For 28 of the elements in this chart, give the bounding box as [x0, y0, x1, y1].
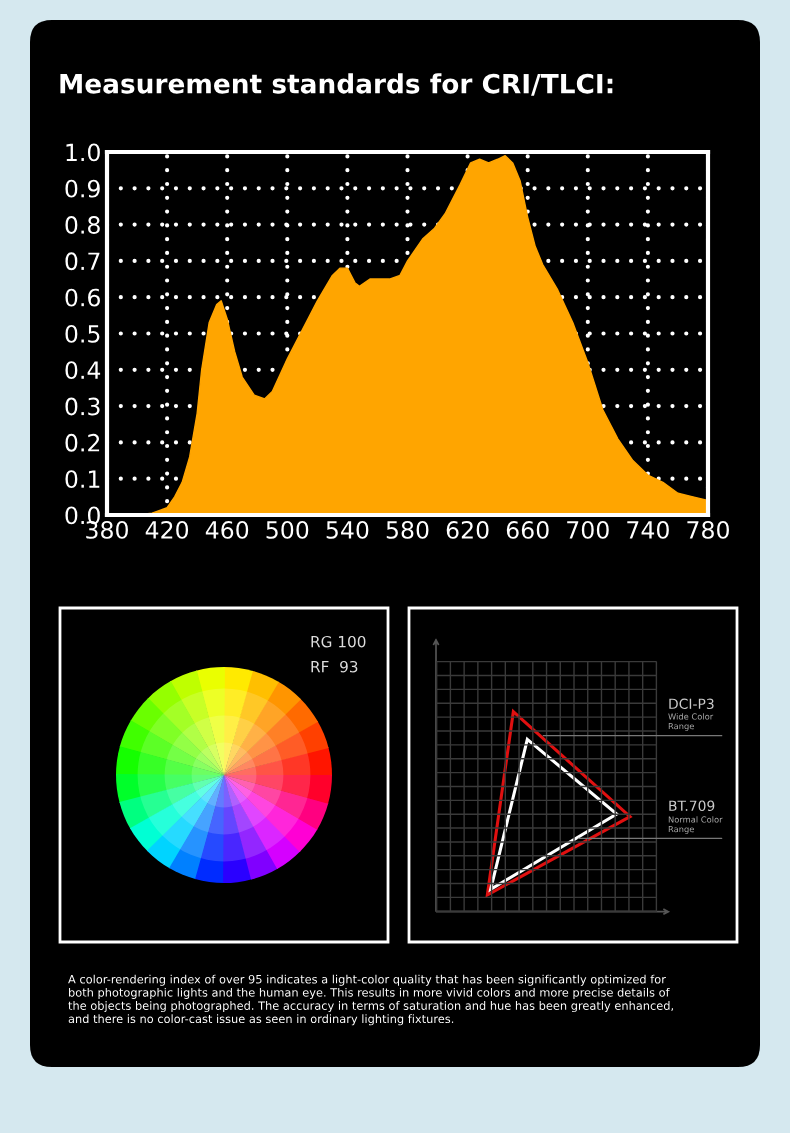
text: RG 100: [311, 635, 366, 648]
y-tick-label: 0.3: [65, 397, 100, 416]
y-tick-label: 0.7: [65, 252, 100, 271]
text: DCI-P3: [669, 698, 714, 710]
x-tick-label: 500: [266, 520, 309, 539]
x-tick-label: 420: [145, 520, 189, 539]
text: Wide Color Range: [668, 713, 714, 731]
x-tick-label: 740: [627, 520, 669, 539]
y-tick-label: 0.2: [65, 433, 100, 452]
x-tick-label: 660: [506, 520, 549, 539]
y-tick-label: 0.4: [65, 361, 101, 380]
text: RF 93: [311, 660, 358, 673]
y-tick-label: 1.0: [66, 143, 100, 162]
y-tick-label: 0.6: [65, 288, 100, 307]
x-tick-label: 780: [687, 520, 729, 539]
x-tick-label: 620: [446, 520, 489, 539]
text: A color-rendering index of over 95 indicates a light-color quality that has been significantly optimized for both photographic lights and the human eye. This results in more vivid colors and more precise details of the objects being photographed. The accuracy in terms of saturation and hue has been greatly enhanced, and there is no color-cast issue as seen in ordinary lighting fixtures.: [68, 974, 674, 1026]
x-tick-label: 460: [205, 520, 249, 539]
y-tick-label: 0.1: [65, 470, 100, 489]
chart-title: Measurement standards for CRI/TLCI:: [60, 73, 613, 96]
y-tick-label: 0.9: [65, 179, 100, 198]
y-tick-label: 0.8: [65, 216, 100, 234]
y-tick-label: 0.5: [65, 324, 100, 343]
x-tick-label: 580: [386, 520, 429, 539]
x-tick-label: 540: [326, 520, 369, 539]
x-tick-label: 700: [567, 520, 609, 539]
text: Normal Color Range: [668, 816, 723, 834]
text: BT.709: [669, 800, 715, 812]
